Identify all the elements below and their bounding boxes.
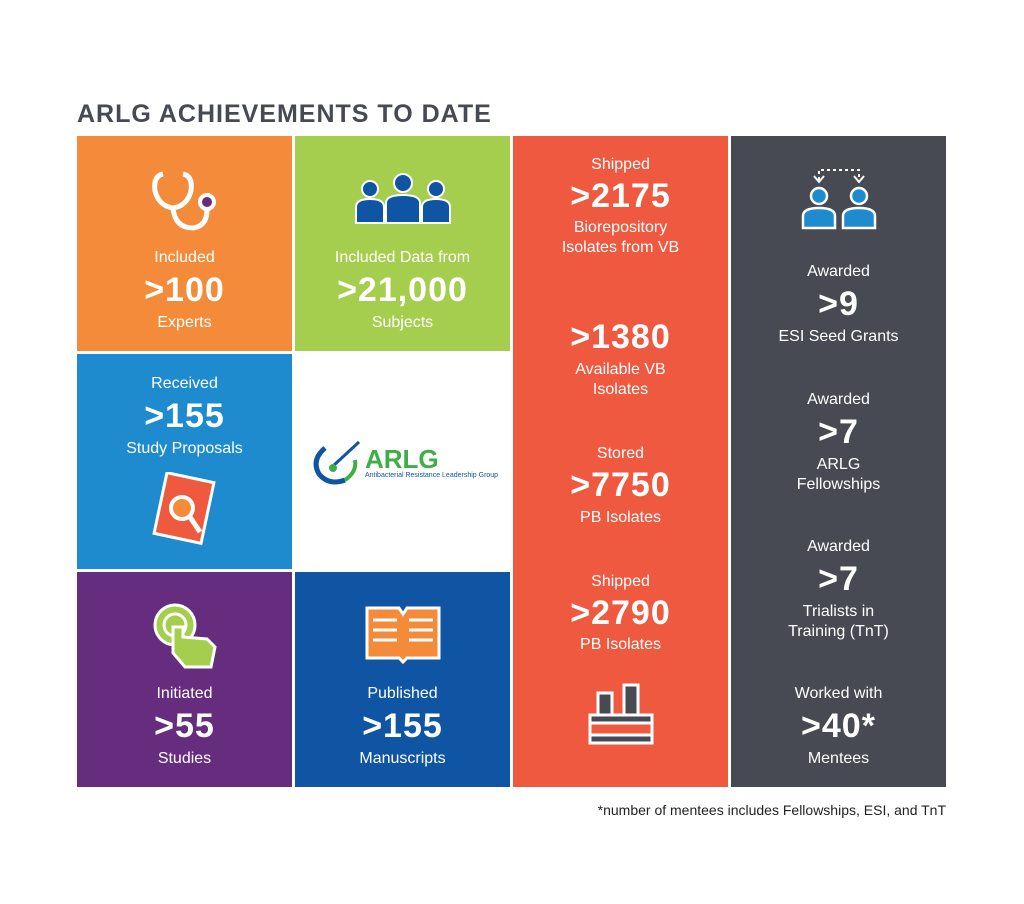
stat-value: >100 [144,271,225,309]
label-bottom: Available VB Isolates [575,361,666,398]
stat-value: >1380 [570,318,671,356]
label-top: Included Data from [334,249,471,266]
stethoscope-icon [151,171,216,231]
label-bottom: Mentees [807,750,870,767]
tile-manuscripts: Published >155 Manuscripts [295,572,510,787]
stat-value: >21,000 [337,271,468,309]
label-bottom: Subjects [371,314,434,331]
stat-value: >155 [362,707,443,745]
label-top: Published [367,685,438,702]
stat-value: >155 [144,397,225,435]
tile-experts: Included >100 Experts [77,136,292,351]
label-top: Stored [596,445,645,462]
document-search-icon [151,472,216,546]
label-bottom: Biorepository Isolates from VB [561,219,680,256]
stat-value: >9 [818,285,859,323]
stat-value: >40* [801,707,876,745]
column-isolates: Shipped >2175 Biorepository Isolates fro… [513,136,728,787]
column-mentoring: Awarded >9 ESI Seed Grants Awarded >7 AR… [731,136,946,787]
label-bottom: Studies [157,750,212,767]
label-top: Received [151,375,218,392]
biorepository-icon [588,683,653,745]
hand-pointer-icon [153,603,217,669]
stat-value: >7 [818,560,859,598]
label-bottom: Experts [157,314,212,331]
label-top: Awarded [807,263,870,280]
open-book-icon [365,606,440,665]
exchange-people-icon [801,169,876,230]
tile-subjects: Included Data from >21,000 Subjects [295,136,510,351]
label-top: Awarded [807,391,870,408]
group-icon [354,173,451,224]
label-top: Included [154,249,215,266]
stat-value: >2790 [570,594,671,632]
label-top: Worked with [794,685,883,702]
logo-subtitle: Antibacterial Resistance Leadership Grou… [365,472,499,479]
label-top: Shipped [591,156,650,173]
page-title: ARLG ACHIEVEMENTS TO DATE [77,100,492,128]
label-bottom: Trialists in Training (TnT) [788,603,889,640]
logo-text: ARLG [365,444,439,474]
label-bottom: ARLG Fellowships [796,456,881,493]
label-bottom: PB Isolates [580,509,661,526]
label-bottom: ESI Seed Grants [778,328,899,345]
label-top: Initiated [156,685,213,702]
tile-proposals: Received >155 Study Proposals [77,354,292,569]
label-bottom: Study Proposals [126,440,243,457]
label-top: Shipped [591,573,650,590]
stat-value: >7750 [570,466,671,504]
label-top: Awarded [807,538,870,555]
label-bottom: PB Isolates [580,636,661,653]
label-bottom: Manuscripts [359,750,446,767]
stat-value: >2175 [570,177,671,215]
logo-icon [313,440,361,485]
stat-value: >55 [154,707,215,745]
arlg-logo: ARLG Antibacterial Resistance Leadership… [295,354,510,569]
footnote: *number of mentees includes Fellowships,… [597,802,946,818]
stat-value: >7 [818,413,859,451]
tile-studies: Initiated >55 Studies [77,572,292,787]
